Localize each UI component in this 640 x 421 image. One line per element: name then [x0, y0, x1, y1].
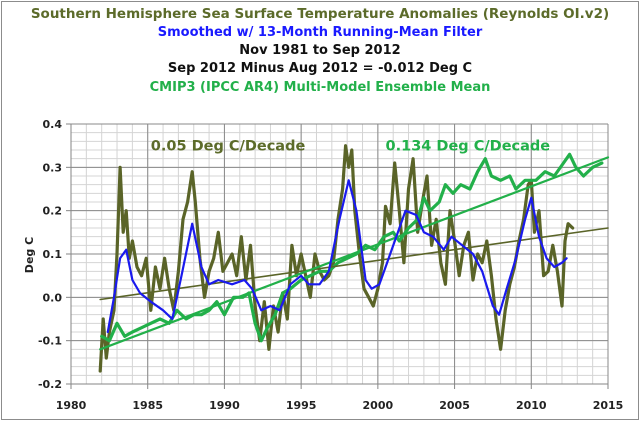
x-tick-label: 1995	[286, 399, 317, 412]
x-tick-label: 2010	[516, 399, 547, 412]
y-axis-label: Deg C	[23, 237, 36, 273]
x-tick-label: 2015	[593, 399, 624, 412]
y-tick-label: 0.3	[43, 161, 63, 174]
x-tick-label: 1985	[132, 399, 163, 412]
chart-subtitle-period: Nov 1981 to Sep 2012	[239, 43, 401, 58]
chart-title: Southern Hemisphere Sea Surface Temperat…	[30, 6, 610, 22]
y-tick-label: 0.2	[43, 205, 63, 218]
annotation-cmip3-trend: 0.134 Deg C/Decade	[386, 139, 551, 155]
x-tick-label: 2000	[363, 399, 394, 412]
x-tick-label: 1980	[56, 399, 87, 412]
x-tick-label: 2005	[439, 399, 470, 412]
chart-subtitle-cmip3: CMIP3 (IPCC AR4) Multi-Model Ensemble Me…	[149, 80, 491, 95]
series-cmip3	[100, 152, 604, 343]
y-tick-label: 0.0	[43, 291, 63, 304]
chart-subtitle-smoothing: Smoothed w/ 13-Month Running-Mean Filter	[157, 25, 483, 40]
y-tick-label: 0.4	[43, 118, 63, 131]
x-tick-label: 1990	[209, 399, 240, 412]
y-tick-label: -0.2	[38, 378, 62, 391]
trendline-cmip3	[99, 156, 610, 351]
chart-subtitle-monthly-change: Sep 2012 Minus Aug 2012 = -0.012 Deg C	[167, 61, 473, 76]
annotations: 0.05 Deg C/Decade 0.134 Deg C/Decade	[151, 139, 551, 155]
series-smoothed	[106, 179, 568, 334]
axes: -0.2 -0.1 0.0 0.1 0.2 0.3 0.4 1980 1985 1990 1995 2…	[38, 118, 623, 412]
y-tick-label: -0.1	[38, 335, 62, 348]
series-layer	[98, 144, 610, 373]
y-tick-label: 0.1	[43, 248, 63, 261]
annotation-sh-sst-trend: 0.05 Deg C/Decade	[151, 139, 306, 155]
major-gridlines	[70, 123, 609, 385]
trendline-sh-sst	[99, 227, 609, 301]
